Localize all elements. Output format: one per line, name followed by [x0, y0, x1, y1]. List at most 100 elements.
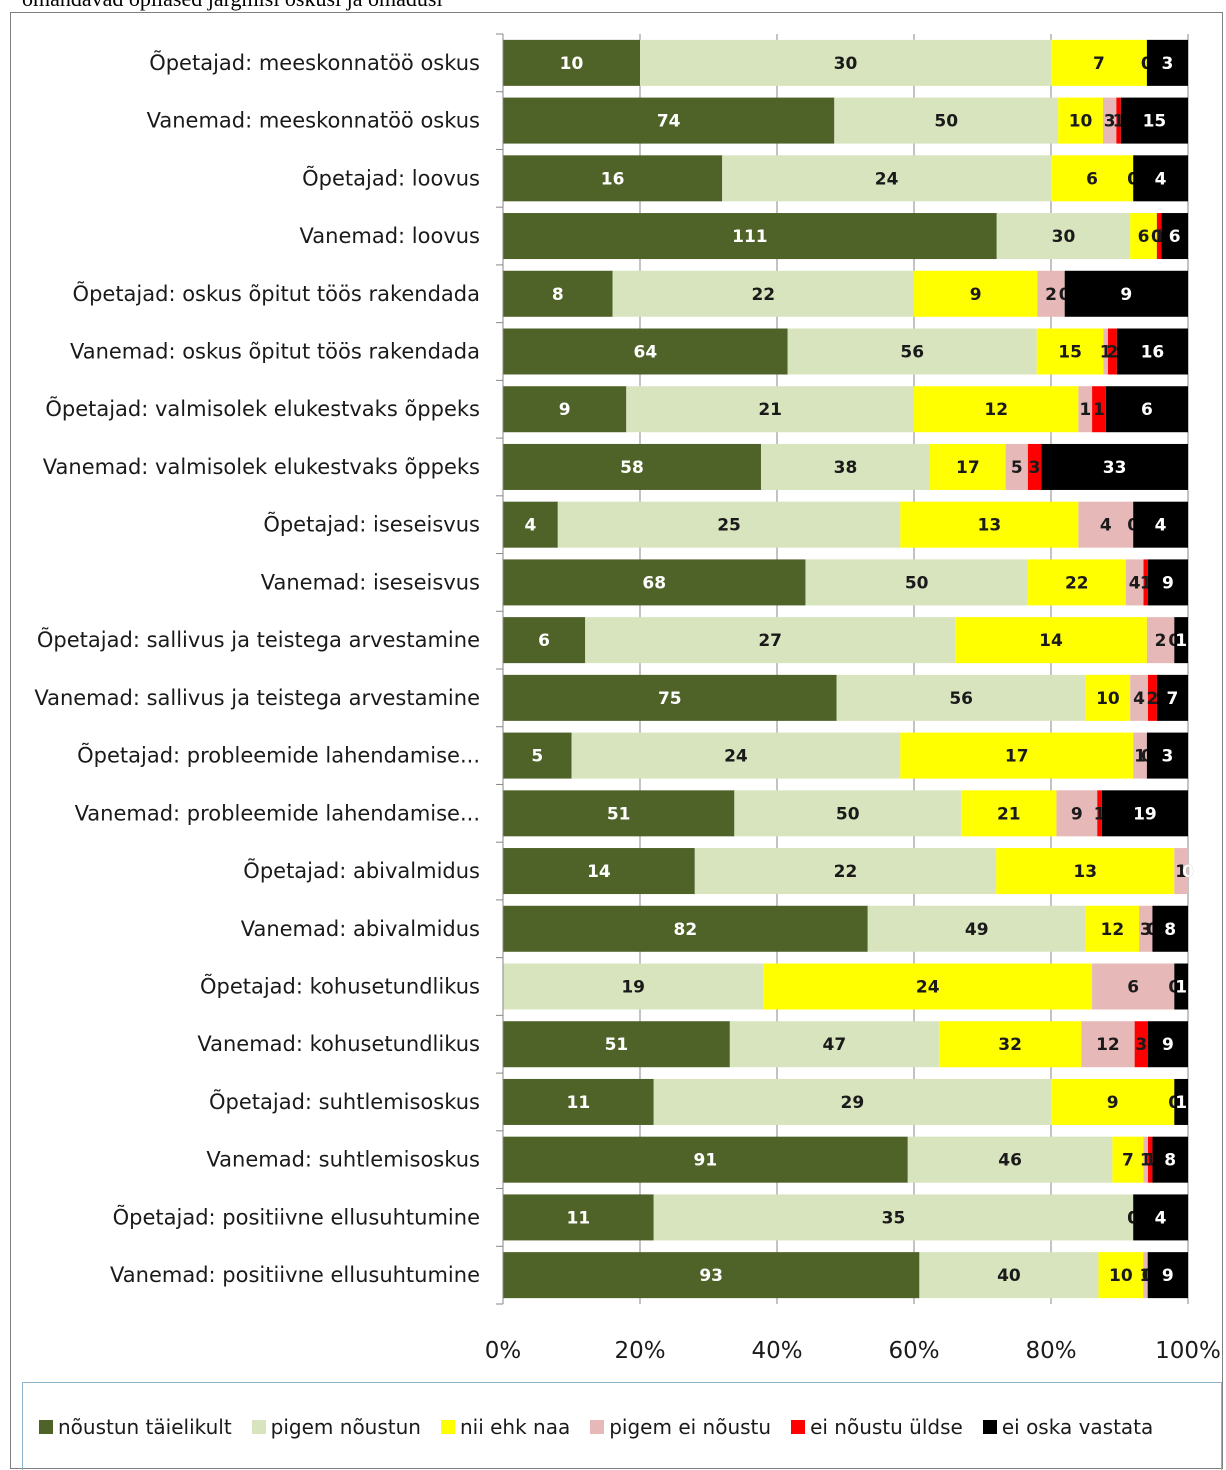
data-label: 33: [1103, 458, 1127, 478]
data-label: 1: [1079, 400, 1091, 420]
data-label: 50: [836, 804, 860, 824]
data-label: 68: [642, 573, 666, 593]
bar-segment: [503, 443, 761, 490]
x-tick-label: 80%: [1025, 1338, 1076, 1364]
bar-segment: [1078, 501, 1134, 548]
category-label: Õpetajad: sallivus ja teistega arvestami…: [37, 626, 480, 652]
bar-segment: [961, 790, 1057, 837]
data-label: 35: [882, 1208, 906, 1228]
data-label: 22: [834, 862, 858, 882]
bar-segment: [1037, 270, 1065, 317]
data-label: 6: [1086, 169, 1098, 189]
legend-label: nii ehk naa: [459, 1414, 571, 1439]
bar-segment: [1051, 155, 1134, 202]
bar-segment: [503, 328, 788, 375]
bar-segment: [867, 905, 1086, 952]
data-label: 10: [1069, 112, 1093, 132]
data-label: 58: [620, 458, 644, 478]
bar-segment: [1147, 1021, 1188, 1068]
x-tick-label: 0%: [485, 1338, 522, 1364]
data-label: 93: [699, 1266, 723, 1286]
data-label: 14: [1039, 631, 1063, 651]
data-label: 14: [587, 862, 611, 882]
data-label: 82: [674, 920, 698, 940]
data-label: 1: [1175, 862, 1187, 882]
bar-segment: [1133, 155, 1188, 202]
data-label: 9: [1162, 1266, 1174, 1286]
category-label: Õpetajad: iseseisvus: [263, 511, 480, 537]
bar-segment: [900, 732, 1134, 779]
category-label: Õpetajad: valmisolek elukestvaks õppeks: [45, 395, 480, 421]
bar-segment: [996, 213, 1131, 260]
bar-segment: [1058, 97, 1103, 144]
bar-segment: [503, 559, 806, 606]
bar-segment: [503, 1252, 920, 1299]
bar-segment: [1174, 963, 1188, 1010]
data-label: 6: [1141, 400, 1153, 420]
bar-segment: [1051, 39, 1147, 86]
bar-segment: [938, 1021, 1082, 1068]
bar-segment: [1098, 1252, 1144, 1299]
data-label: 0: [1182, 862, 1194, 882]
data-label: 21: [997, 804, 1021, 824]
data-label: 13: [978, 516, 1002, 536]
bar-segment: [1147, 559, 1188, 606]
bar-segment: [1147, 1136, 1153, 1183]
data-label: 19: [1133, 804, 1157, 824]
data-label: 21: [758, 400, 782, 420]
data-label: 10: [1096, 689, 1120, 709]
category-label: Vanemad: meeskonnatöö oskus: [147, 109, 480, 133]
data-label: 6: [1169, 227, 1181, 247]
bar-segment: [503, 39, 640, 86]
data-label: 1: [1153, 227, 1165, 247]
legend-item: nõustun täielikult: [39, 1415, 232, 1439]
data-label: 4: [524, 516, 536, 536]
data-label: 10: [560, 54, 584, 74]
data-label: 8: [552, 285, 564, 305]
category-label: Õpetajad: loovus: [302, 164, 480, 190]
data-label: 64: [634, 343, 658, 363]
category-label: Õpetajad: probleemide lahendamise...: [77, 742, 480, 768]
data-label: 1: [1140, 573, 1152, 593]
data-label: 50: [905, 573, 929, 593]
data-label: 11: [567, 1093, 591, 1113]
data-label: 12: [1096, 1035, 1120, 1055]
category-label: Vanemad: probleemide lahendamise...: [75, 801, 480, 825]
bar-segment: [1116, 97, 1121, 144]
data-label: 9: [1120, 285, 1132, 305]
legend-label: pigem ei nõustu: [609, 1414, 772, 1439]
bar-segment: [503, 1136, 908, 1183]
data-label: 2: [1106, 343, 1118, 363]
bar-segment: [914, 386, 1079, 433]
legend-label: pigem nõustun: [270, 1414, 421, 1439]
bar-segment: [1143, 1136, 1148, 1183]
data-label: 8: [1164, 920, 1176, 940]
data-label: 22: [1065, 573, 1089, 593]
bar-segment: [722, 155, 1051, 202]
data-label: 10: [1109, 1266, 1133, 1286]
data-label: 24: [916, 978, 940, 998]
bar-segment: [805, 559, 1028, 606]
data-label: 75: [658, 689, 682, 709]
data-label: 9: [1107, 1093, 1119, 1113]
data-label: 56: [900, 343, 924, 363]
bar-segment: [1174, 848, 1188, 895]
bar-segment: [1103, 328, 1108, 375]
legend-swatch: [791, 1419, 806, 1434]
data-label: 9: [1071, 804, 1083, 824]
bar-segment: [503, 732, 572, 779]
bar-segment: [1005, 443, 1028, 490]
data-label: 7: [1093, 54, 1105, 74]
legend-swatch: [590, 1419, 605, 1434]
bar-segment: [503, 386, 627, 433]
bar-segment: [1156, 674, 1188, 721]
bar-segment: [1027, 443, 1042, 490]
page-title: omandavad õpilased järgmisi oskusi ja om…: [22, 0, 443, 12]
data-label: 16: [1141, 343, 1165, 363]
legend-item: pigem ei nõustu: [590, 1415, 771, 1439]
legend-swatch: [440, 1419, 455, 1434]
bar-segment: [1143, 559, 1148, 606]
bar-segment: [1120, 97, 1188, 144]
bar-segment: [930, 443, 1006, 490]
bar-segment: [1143, 1252, 1148, 1299]
